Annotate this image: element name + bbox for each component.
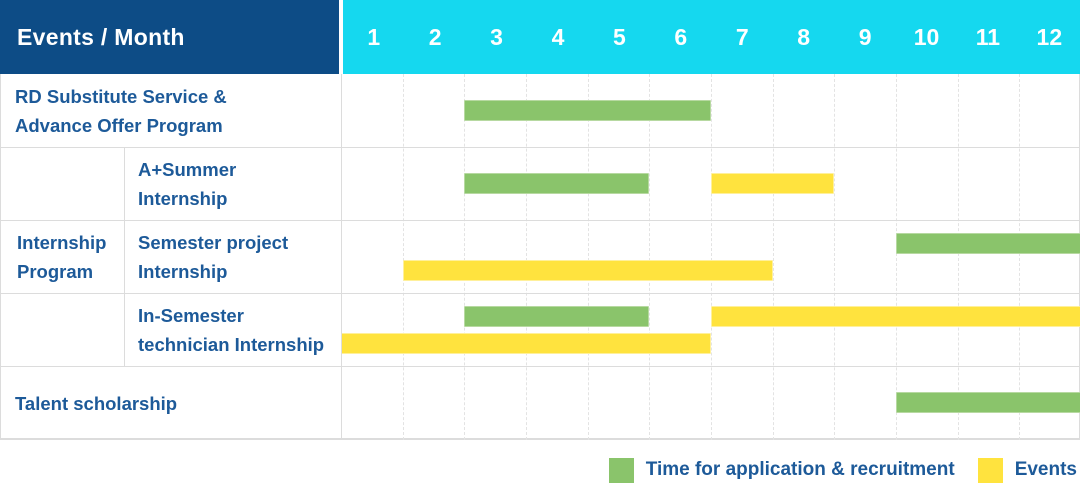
month-header-row: 1 2 3 4 5 6 7 8 9 10 11 12 (343, 0, 1080, 74)
month-gridline (773, 74, 774, 440)
month-header-9: 9 (858, 23, 872, 50)
group-label-line: Internship (17, 231, 107, 253)
gantt-bar-green (464, 173, 650, 194)
row-label-rd-substitute: RD Substitute Service & Advance Offer Pr… (15, 74, 227, 147)
row-label-talent-scholarship: Talent scholarship (15, 366, 177, 440)
gantt-bar-green (896, 233, 1080, 254)
row-label-line: Internship (138, 187, 228, 209)
row-label-a-plus-summer: A+Summer Internship (138, 147, 236, 220)
group-label-internship-program: Internship Program (17, 147, 106, 366)
month-gridline (834, 74, 835, 440)
page-title: Events / Month (17, 23, 185, 50)
month-gridline (464, 74, 465, 440)
month-header-4: 4 (551, 23, 565, 50)
legend-label: Events (1014, 459, 1077, 480)
month-gridline (403, 74, 404, 440)
gantt-bar-yellow (402, 260, 773, 281)
gantt-bar-green (464, 100, 711, 121)
row-divider (1, 293, 1080, 294)
green-swatch-icon (608, 457, 634, 483)
month-gridline (958, 74, 959, 440)
row-label-line: Semester project (138, 231, 289, 253)
row-label-line: RD Substitute Service & (15, 85, 227, 107)
legend-item-events: Events (977, 457, 1077, 483)
label-column-divider (341, 74, 342, 440)
month-gridline (526, 74, 527, 440)
row-divider (1, 366, 1080, 367)
table-header-title: Events / Month (0, 0, 339, 74)
gantt-bar-yellow (711, 306, 1080, 327)
month-header-7: 7 (735, 23, 749, 50)
row-label-in-semester-technician: In-Semester technician Internship (138, 293, 324, 366)
legend: Time for application & recruitment Event… (0, 450, 1077, 490)
month-gridline (896, 74, 897, 440)
row-divider (1, 147, 1080, 148)
row-label-line: In-Semester (138, 304, 244, 326)
month-gridline (588, 74, 589, 440)
row-label-line: Internship (138, 260, 228, 282)
yellow-swatch-icon (977, 457, 1003, 483)
group-label-line: Program (17, 260, 94, 282)
gantt-bar-green (464, 306, 650, 327)
month-gridline (1019, 74, 1020, 440)
row-label-line: Talent scholarship (15, 392, 178, 414)
gantt-bar-yellow (711, 173, 835, 194)
month-header-10: 10 (913, 23, 940, 50)
row-divider (1, 220, 1080, 221)
row-label-line: Advance Offer Program (15, 114, 223, 136)
month-header-3: 3 (490, 23, 503, 50)
month-header-1: 1 (367, 23, 381, 50)
month-gridline (711, 74, 712, 440)
legend-item-application-recruitment: Time for application & recruitment (608, 457, 955, 483)
sub-column-divider (124, 147, 125, 366)
row-label-semester-project: Semester project Internship (138, 220, 288, 293)
row-label-line: technician Internship (138, 333, 325, 355)
month-header-11: 11 (975, 23, 1001, 50)
month-header-12: 12 (1036, 23, 1063, 50)
row-label-line: A+Summer (138, 158, 237, 180)
month-header-5: 5 (613, 23, 626, 50)
month-header-8: 8 (797, 23, 811, 50)
gantt-bar-yellow (341, 333, 711, 354)
gantt-bar-green (896, 392, 1080, 413)
gantt-chart-area (341, 74, 1080, 440)
legend-label: Time for application & recruitment (645, 459, 955, 480)
table-body: RD Substitute Service & Advance Offer Pr… (0, 74, 1080, 440)
month-header-6: 6 (674, 23, 688, 50)
month-header-2: 2 (428, 23, 442, 50)
month-gridline (649, 74, 650, 440)
